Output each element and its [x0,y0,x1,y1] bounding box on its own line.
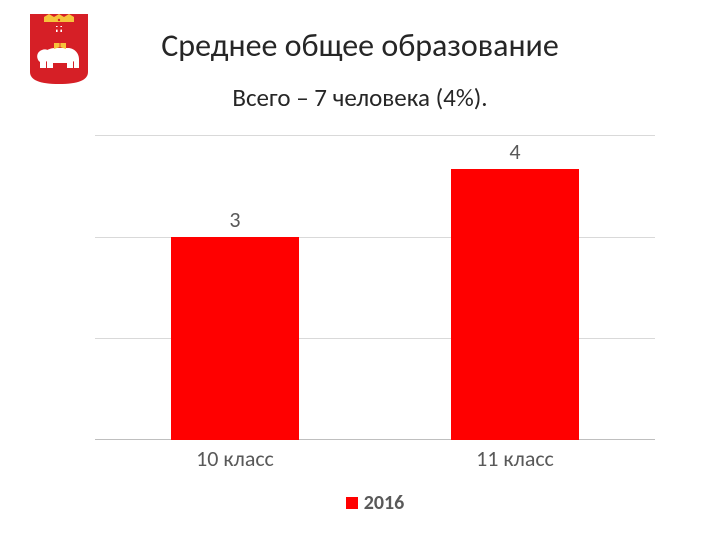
chart-plot-area: 34 [95,135,655,440]
bar-group: 4 [375,135,655,440]
bar [171,237,300,440]
bar-group: 3 [95,135,375,440]
slide-subtitle: Всего – 7 человека (4%). [0,82,720,113]
chart-legend: 2016 [95,491,655,515]
bar-value-label: 4 [375,138,655,165]
category-label: 10 класс [95,445,375,472]
slide-title: Среднее общее образование [0,26,720,65]
bar-chart: 34 2016 10 класс11 класс [95,135,655,515]
bar [451,169,580,440]
legend-item: 2016 [346,491,405,515]
legend-label: 2016 [364,491,405,515]
legend-swatch [346,497,358,509]
category-label: 11 класс [375,445,655,472]
slide: Среднее общее образование Всего – 7 чело… [0,0,720,540]
bar-value-label: 3 [95,206,375,233]
